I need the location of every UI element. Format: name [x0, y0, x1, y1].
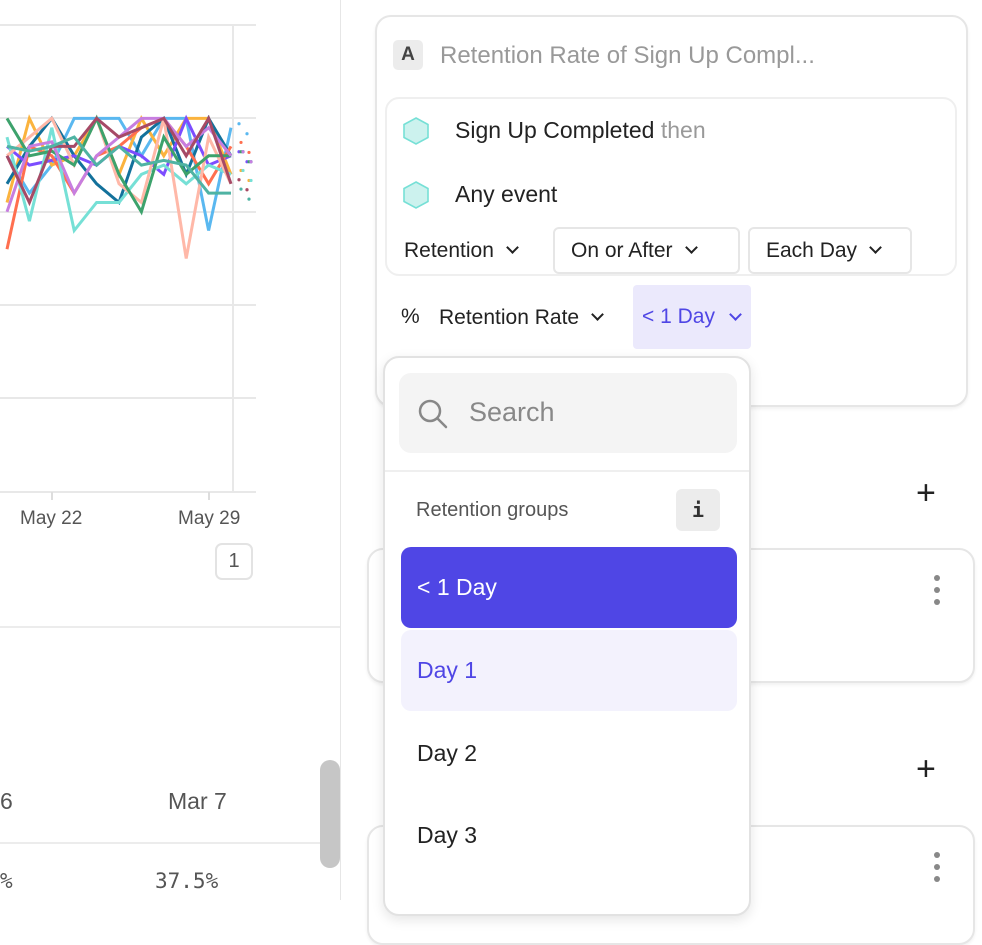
- tick-mark: [208, 492, 210, 500]
- incomplete-point: [241, 150, 245, 154]
- on-or-after-dropdown[interactable]: On or After: [553, 227, 740, 274]
- search-input[interactable]: Search: [399, 373, 737, 453]
- chevron-down-icon: [506, 241, 519, 254]
- menu-item[interactable]: Day 2: [417, 740, 478, 766]
- table-cell: %: [0, 869, 13, 893]
- menu-item-selected[interactable]: < 1 Day: [401, 547, 737, 628]
- divider: [0, 842, 340, 844]
- gridline: [0, 117, 256, 119]
- retention-group-menu: Search Retention groups i < 1 Day Day 1 …: [383, 356, 751, 916]
- x-axis: [0, 491, 256, 493]
- divider: [0, 626, 340, 628]
- series-line-7: [5, 114, 231, 216]
- info-icon[interactable]: i: [676, 489, 720, 531]
- menu-item-hover[interactable]: Day 1: [401, 630, 737, 711]
- incomplete-point: [239, 187, 243, 191]
- dropdown-label: On or After: [571, 238, 673, 262]
- gridline: [0, 304, 256, 306]
- add-icon[interactable]: +: [916, 750, 936, 788]
- event-hexagon-icon: [403, 117, 429, 145]
- each-day-dropdown[interactable]: Each Day: [748, 227, 912, 274]
- chart-panel: May 22 May 29 1 6 Mar 7 % 37.5%: [0, 0, 341, 900]
- search-placeholder: Search: [469, 397, 555, 427]
- chevron-down-icon: [729, 307, 742, 321]
- incomplete-point: [247, 150, 251, 155]
- x-tick-label: May 22: [20, 508, 83, 529]
- retention-rate-dropdown[interactable]: Retention Rate: [421, 294, 604, 341]
- event-name: Sign Up Completed: [455, 117, 655, 143]
- incomplete-point: [245, 132, 249, 136]
- incomplete-point: [241, 168, 245, 173]
- event-box: [385, 97, 957, 276]
- incomplete-point: [239, 140, 243, 145]
- incomplete-point: [237, 178, 241, 182]
- series-line-6: [6, 114, 233, 259]
- then-label: then: [660, 117, 706, 143]
- scrollbar[interactable]: [320, 760, 340, 868]
- search-icon: [418, 399, 448, 429]
- table-cell: 37.5%: [155, 869, 219, 893]
- dropdown-label: < 1 Day: [642, 305, 715, 328]
- section-label: Retention groups: [416, 499, 569, 521]
- table-header-cell: 6: [0, 788, 13, 814]
- chevron-down-icon: [869, 241, 882, 254]
- chevron-down-icon: [684, 241, 698, 254]
- divider: [385, 470, 749, 472]
- metric-badge: A: [393, 40, 423, 70]
- dropdown-label: Retention: [404, 238, 494, 262]
- table-header-cell: Mar 7: [168, 788, 227, 814]
- event-name[interactable]: Any event: [455, 181, 558, 207]
- dropdown-label: Retention Rate: [439, 305, 580, 329]
- percent-icon: %: [401, 305, 420, 328]
- gridline: [0, 211, 256, 213]
- line-chart: [5, 114, 253, 259]
- page-number-button[interactable]: 1: [215, 543, 253, 580]
- incomplete-point: [237, 122, 241, 126]
- dropdown-label: Each Day: [766, 238, 858, 262]
- incomplete-point: [245, 188, 249, 192]
- today-line: [232, 24, 234, 492]
- incomplete-point: [247, 197, 251, 201]
- retention-group-dropdown[interactable]: < 1 Day: [633, 285, 751, 349]
- incomplete-point: [249, 160, 253, 164]
- event-row-1[interactable]: Sign Up Completed then: [455, 117, 706, 144]
- metric-title[interactable]: Retention Rate of Sign Up Compl...: [440, 42, 815, 69]
- x-tick-label: May 29: [178, 508, 241, 529]
- gridline: [0, 397, 256, 399]
- event-hexagon-icon: [403, 181, 429, 209]
- series-line-5: [5, 127, 232, 234]
- add-icon[interactable]: +: [916, 474, 936, 512]
- series-line-10: [6, 135, 231, 195]
- tick-mark: [51, 492, 53, 500]
- menu-item[interactable]: Day 3: [417, 822, 478, 848]
- gridline: [0, 24, 256, 26]
- more-options-icon[interactable]: [934, 575, 940, 605]
- chevron-down-icon: [591, 308, 604, 321]
- incomplete-point: [249, 178, 253, 183]
- retention-type-dropdown[interactable]: Retention: [386, 227, 519, 274]
- series-line-9: [5, 114, 233, 207]
- more-options-icon[interactable]: [934, 852, 940, 882]
